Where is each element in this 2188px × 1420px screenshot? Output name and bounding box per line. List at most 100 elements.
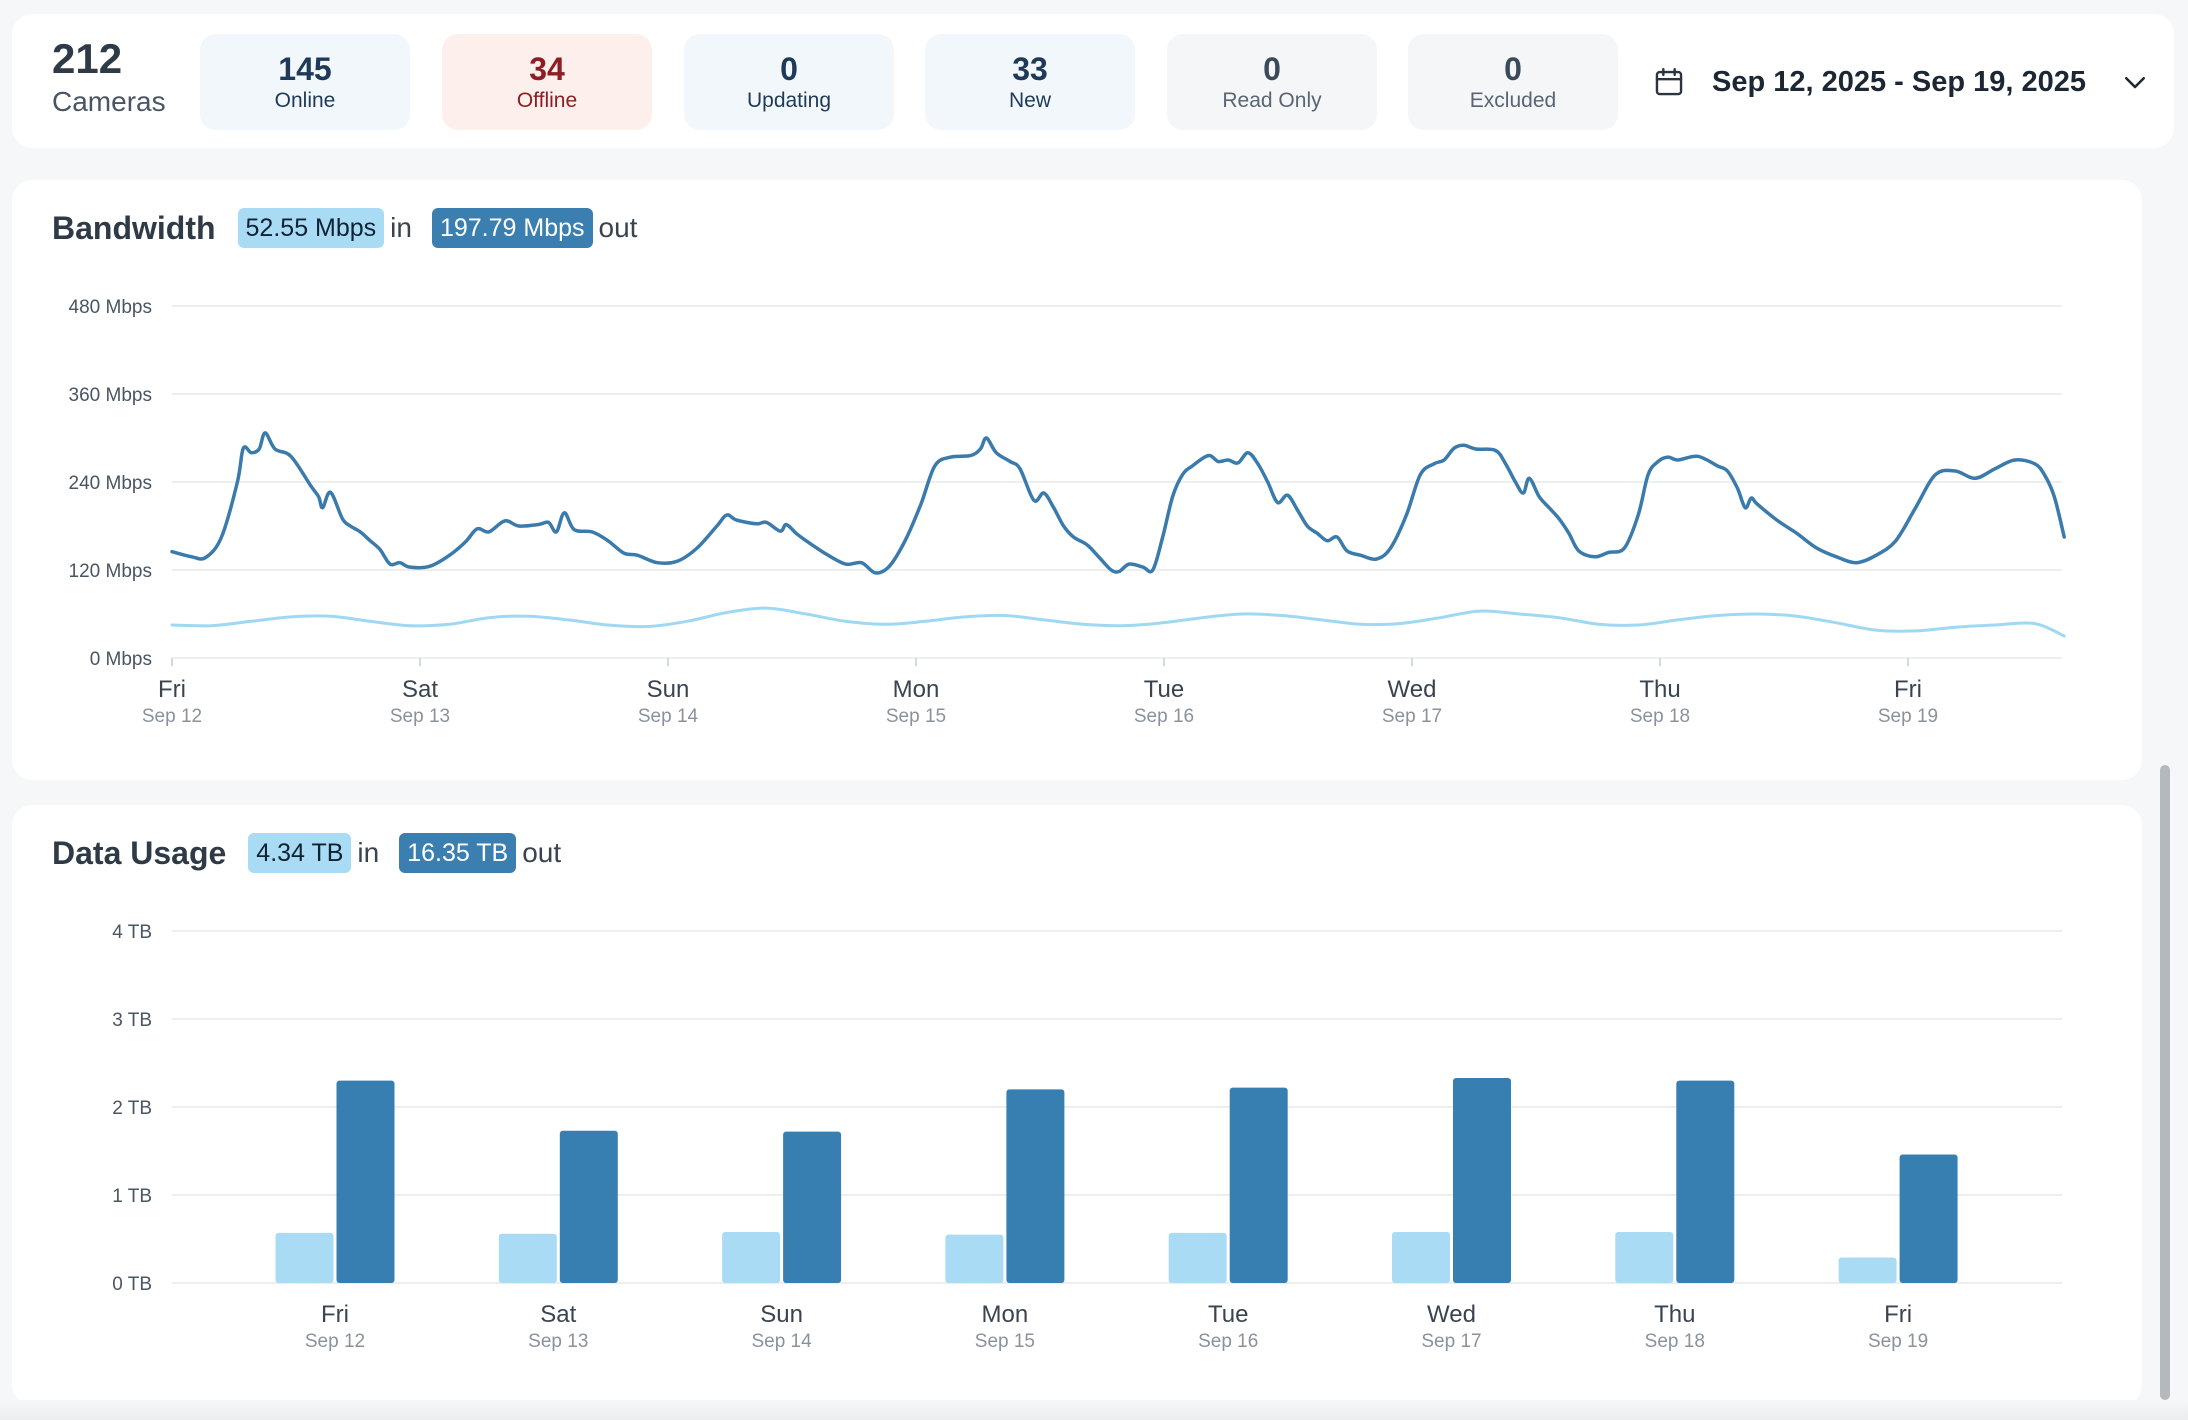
x-tick-day: Wed: [1388, 676, 1437, 703]
x-tick-date: Sep 17: [1382, 706, 1442, 727]
x-tick-date: Sep 14: [751, 1331, 812, 1352]
x-tick-date: Sep 12: [142, 706, 202, 727]
x-tick-day: Fri: [1894, 676, 1922, 703]
stat-label: Read Only: [1222, 89, 1322, 113]
y-tick-label: 2 TB: [112, 1098, 152, 1119]
stat-offline[interactable]: 34 Offline: [442, 34, 652, 130]
bar-in: [1168, 1232, 1227, 1283]
x-tick-day: Mon: [893, 676, 940, 703]
y-tick-label: 120 Mbps: [69, 561, 152, 582]
x-tick-date: Sep 14: [638, 706, 699, 727]
x-tick-day: Fri: [1884, 1301, 1912, 1328]
bar-in: [1392, 1231, 1450, 1283]
y-tick-label: 480 Mbps: [69, 297, 152, 318]
bar-in: [945, 1234, 1004, 1283]
bar-in: [498, 1233, 557, 1283]
stat-value: 0: [1263, 50, 1281, 87]
data-usage-in-label: in: [357, 837, 380, 868]
bar-out: [783, 1131, 842, 1283]
y-tick-label: 0 TB: [112, 1274, 152, 1295]
y-tick-label: 0 Mbps: [90, 649, 152, 670]
stat-label: Excluded: [1469, 89, 1557, 113]
x-tick-date: Sep 18: [1630, 706, 1690, 727]
bar-out: [1899, 1154, 1958, 1283]
stat-new[interactable]: 33 New: [925, 34, 1135, 130]
x-tick-day: Thu: [1654, 1301, 1695, 1328]
x-tick-day: Sun: [647, 676, 690, 703]
bandwidth-chart: 0 Mbps 120 Mbps 240 Mbps 360 Mbps 480 Mbps Fr…: [69, 297, 2066, 727]
camera-total-count: 212: [52, 35, 123, 82]
y-tick-label: 4 TB: [112, 922, 152, 943]
x-tick-date: Sep 13: [528, 1331, 588, 1352]
stat-value: 0: [1504, 50, 1522, 87]
stat-read-only[interactable]: 0 Read Only: [1167, 34, 1377, 130]
stat-updating[interactable]: 0 Updating: [684, 34, 894, 130]
y-tick-label: 240 Mbps: [69, 473, 152, 494]
y-tick-label: 360 Mbps: [69, 385, 152, 406]
bandwidth-out-line: [170, 431, 2066, 575]
camera-total-label: Cameras: [52, 86, 166, 118]
x-tick-date: Sep 19: [1868, 1331, 1928, 1352]
stat-value: 33: [1012, 50, 1048, 87]
camera-stats-bar: 212 Cameras 145 Online 34 Offline 0 Upda…: [12, 14, 2174, 148]
data-usage-in-badge: 4.34 TB: [248, 833, 352, 873]
y-tick-label: 1 TB: [112, 1186, 152, 1207]
data-usage-header: Data Usage 4.34 TB in 16.35 TB out: [52, 829, 581, 877]
bandwidth-out-label: out: [598, 212, 638, 243]
stat-excluded[interactable]: 0 Excluded: [1408, 34, 1618, 130]
chevron-down-icon[interactable]: [2120, 67, 2150, 97]
scrollbar-thumb[interactable]: [2160, 765, 2170, 1400]
stat-label: Updating: [746, 89, 832, 113]
x-tick-day: Tue: [1208, 1301, 1248, 1328]
y-tick-label: 3 TB: [112, 1010, 152, 1031]
data-usage-title: Data Usage: [52, 834, 227, 871]
calendar-icon: [1655, 68, 1683, 96]
x-tick-day: Thu: [1639, 676, 1680, 703]
x-tick-day: Sun: [760, 1301, 803, 1328]
x-tick-day: Sat: [540, 1301, 576, 1328]
x-tick-day: Fri: [158, 676, 186, 703]
x-tick-day: Sat: [402, 676, 438, 703]
bandwidth-title: Bandwidth: [52, 209, 216, 246]
x-tick-date: Sep 17: [1421, 1331, 1481, 1352]
bandwidth-in-label: in: [390, 212, 412, 243]
x-tick-date: Sep 18: [1645, 1331, 1705, 1352]
bar-in: [275, 1232, 334, 1283]
bar-in: [722, 1231, 781, 1283]
date-range-picker[interactable]: Sep 12, 2025 - Sep 19, 2025: [1652, 52, 2152, 112]
bar-out: [1453, 1077, 1511, 1283]
x-tick-day: Wed: [1427, 1301, 1476, 1328]
bandwidth-header: Bandwidth 52.55 Mbps in 197.79 Mbps out: [52, 204, 657, 252]
bar-in: [1838, 1257, 1897, 1283]
x-tick-day: Tue: [1144, 676, 1184, 703]
data-usage-card: 0 TB 1 TB 2 TB 3 TB 4 TB Fri Sep 12 Sat Sep 13 Su…: [12, 805, 2142, 1405]
bar-out: [559, 1130, 618, 1283]
stat-online[interactable]: 145 Online: [200, 34, 410, 130]
bar-in: [1615, 1231, 1674, 1283]
data-usage-chart: 0 TB 1 TB 2 TB 3 TB 4 TB Fri Sep 12 Sat Sep 13 Su…: [112, 922, 2062, 1352]
stat-label: Online: [274, 89, 336, 113]
bar-out: [336, 1080, 395, 1283]
x-tick-date: Sep 15: [975, 1331, 1035, 1352]
bar-out: [1006, 1089, 1065, 1283]
stat-value: 34: [529, 50, 565, 87]
x-tick-date: Sep 16: [1198, 1331, 1258, 1352]
bar-out: [1676, 1080, 1735, 1283]
stat-label: New: [1008, 89, 1051, 113]
stat-label: Offline: [516, 89, 578, 113]
bar-out: [1229, 1087, 1288, 1283]
bandwidth-out-badge: 197.79 Mbps: [431, 208, 593, 248]
bottom-edge: [0, 1400, 2188, 1420]
x-tick-date: Sep 19: [1878, 706, 1938, 727]
x-tick-day: Fri: [321, 1301, 349, 1328]
bandwidth-in-line: [170, 606, 2066, 638]
bandwidth-in-badge: 52.55 Mbps: [237, 208, 385, 248]
x-tick-date: Sep 13: [390, 706, 450, 727]
x-tick-date: Sep 15: [886, 706, 946, 727]
stat-value: 145: [278, 50, 332, 87]
data-usage-out-label: out: [522, 837, 562, 868]
bandwidth-card: 0 Mbps 120 Mbps 240 Mbps 360 Mbps 480 Mbps Fr…: [12, 180, 2142, 780]
x-tick-date: Sep 16: [1134, 706, 1194, 727]
x-tick-date: Sep 12: [305, 1331, 365, 1352]
date-range-label: Sep 12, 2025 - Sep 19, 2025: [1712, 65, 2087, 98]
